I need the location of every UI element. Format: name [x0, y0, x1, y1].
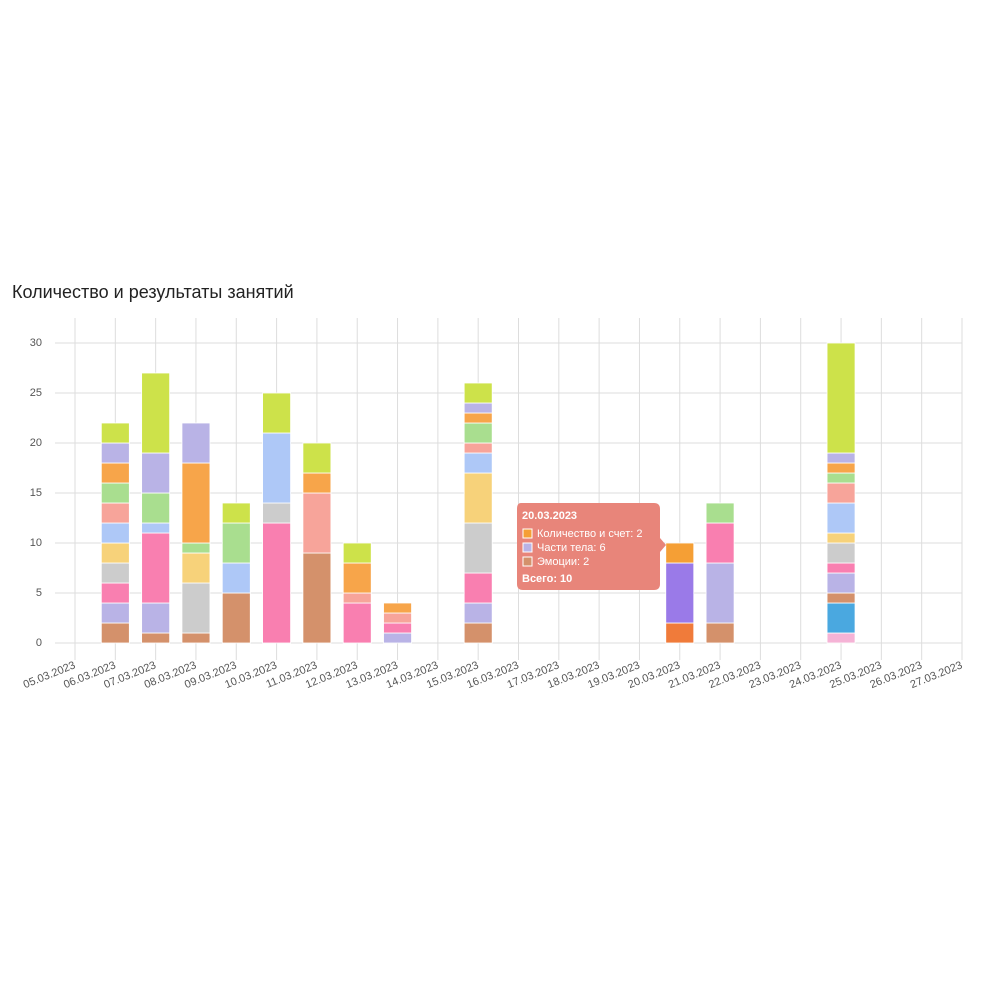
- bar-segment: [262, 502, 291, 524]
- bar-segment: [181, 552, 211, 584]
- bar-segment: [383, 622, 412, 634]
- bar-segment: [705, 502, 735, 524]
- bar-segment: [262, 432, 291, 504]
- bar-segment: [383, 632, 412, 644]
- bar-segment: [826, 472, 856, 484]
- bar-segment: [342, 562, 372, 594]
- bar-segment: [221, 522, 251, 564]
- bar-segment: [463, 382, 493, 404]
- y-tick-label: 20: [30, 437, 42, 449]
- bar-segment: [463, 572, 493, 604]
- bar-segment: [463, 602, 493, 624]
- tooltip-total: Всего: 10: [522, 573, 572, 585]
- bar-segment: [302, 552, 332, 644]
- bar-segment: [100, 582, 130, 604]
- bar-segment: [141, 632, 171, 644]
- tooltip-item: Эмоции: 2: [537, 556, 589, 568]
- tooltip: 20.03.2023 Количество и счет: 2 Части тела…: [517, 503, 666, 590]
- tooltip-swatch: [522, 542, 533, 553]
- bar-segment: [463, 622, 493, 644]
- bar-segment: [826, 632, 856, 644]
- bar-segment: [181, 462, 211, 544]
- bar-segment: [463, 402, 493, 414]
- bar-segment: [181, 582, 211, 634]
- bar-segment: [221, 502, 251, 524]
- bar-segment: [181, 632, 211, 644]
- bar-segment: [100, 542, 130, 564]
- tooltip-item: Количество и счет: 2: [537, 528, 642, 540]
- bar-segment: [100, 602, 130, 624]
- bar-segment: [342, 592, 372, 604]
- bar-segment: [463, 522, 493, 574]
- bar-segment: [705, 522, 735, 564]
- tooltip-swatch: [522, 556, 533, 567]
- bar-segment: [342, 602, 372, 644]
- y-tick-label: 15: [30, 487, 42, 499]
- bar-segment: [141, 372, 171, 454]
- bar-segment: [705, 562, 735, 624]
- y-tick-label: 25: [30, 387, 42, 399]
- bar-segment: [665, 542, 695, 564]
- bar-segment: [826, 572, 856, 594]
- bar-segment: [826, 592, 856, 604]
- bar-segment: [100, 622, 130, 644]
- y-tick-label: 0: [36, 637, 42, 649]
- tooltip-box: [517, 503, 666, 590]
- bar-segment: [100, 522, 130, 544]
- bar-segment: [181, 422, 211, 464]
- y-tick-label: 5: [36, 587, 42, 599]
- bar-segment: [262, 392, 291, 434]
- bar-segment: [221, 562, 251, 594]
- y-tick-label: 10: [30, 537, 42, 549]
- bar-segment: [302, 472, 332, 494]
- bar-segment: [342, 542, 372, 564]
- bar-segment: [383, 602, 412, 614]
- bar-segment: [141, 452, 171, 494]
- bar-segment: [463, 452, 493, 474]
- bar-segment: [463, 412, 493, 424]
- bar-segment: [826, 452, 856, 464]
- bar-segment: [141, 532, 171, 604]
- bar-segment: [302, 492, 332, 554]
- bar-segment: [463, 422, 493, 444]
- bar-segment: [221, 592, 251, 644]
- bar-segment: [826, 502, 856, 534]
- bar-segment: [705, 622, 735, 644]
- bar-segment: [383, 612, 412, 624]
- bar-segment: [665, 562, 695, 624]
- tooltip-item: Части тела: 6: [537, 542, 606, 554]
- bar-segment: [665, 622, 695, 644]
- bar-segment: [181, 542, 211, 554]
- bar-segment: [826, 462, 856, 474]
- bar-segment: [463, 472, 493, 524]
- bar-segment: [826, 602, 856, 634]
- tooltip-title: 20.03.2023: [522, 510, 577, 522]
- bar-segment: [141, 492, 171, 524]
- bar-segment: [826, 482, 856, 504]
- bar-segment: [100, 462, 130, 484]
- bar-segment: [463, 442, 493, 454]
- bar-segment: [826, 562, 856, 574]
- chart-title: Количество и результаты занятий: [12, 282, 294, 302]
- bar-segment: [100, 562, 130, 584]
- bar-segment: [100, 482, 130, 504]
- y-tick-label: 30: [30, 337, 42, 349]
- bar-segment: [100, 442, 130, 464]
- bar-segment: [826, 532, 856, 544]
- bar-segment: [141, 522, 171, 534]
- bar-segment: [826, 542, 856, 564]
- bar-segment: [100, 422, 130, 444]
- bar-segment: [141, 602, 171, 634]
- tooltip-swatch: [522, 528, 533, 539]
- bar-segment: [262, 522, 291, 644]
- bar-segment: [302, 442, 332, 474]
- bar-segment: [826, 342, 856, 454]
- bar-segment: [100, 502, 130, 524]
